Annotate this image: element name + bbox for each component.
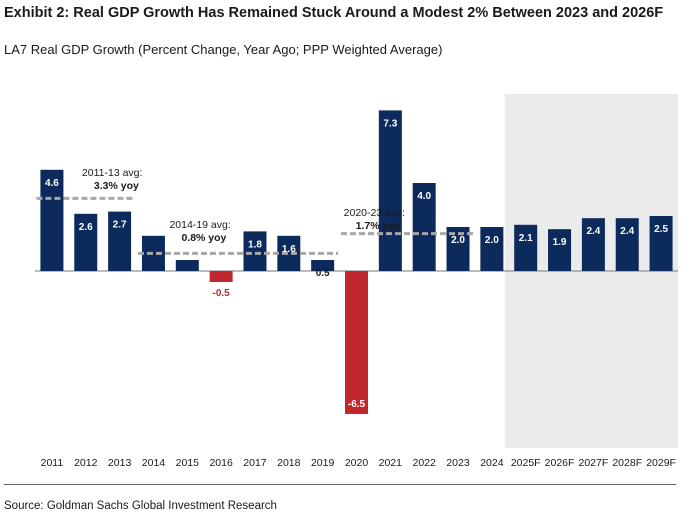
bar-2016: [209, 271, 233, 282]
bar-2015: [175, 260, 199, 271]
x-tick-2011: 2011: [41, 457, 64, 469]
bar-2020: [345, 271, 368, 414]
x-tick-2013: 2013: [108, 457, 132, 469]
bar-2026F: [548, 229, 572, 271]
bar-2012: [74, 213, 98, 271]
data-label-2024: 2.0: [485, 235, 499, 246]
average-value-3: 1.7% yoy: [356, 220, 401, 232]
x-tick-2026F: 2026F: [545, 457, 575, 469]
x-tick-2014: 2014: [142, 457, 166, 469]
data-label-2027F: 2.4: [586, 226, 600, 237]
data-label-2012: 2.6: [79, 222, 93, 233]
bar-2019: [311, 260, 335, 271]
bar-2017: [243, 231, 267, 271]
bar-2025F: [514, 224, 538, 271]
x-tick-2012: 2012: [74, 457, 98, 469]
data-label-2028F: 2.4: [620, 226, 634, 237]
bar-2029F: [649, 216, 673, 271]
data-label-2019: 0.5: [316, 268, 330, 279]
bar-2018: [277, 235, 301, 271]
data-label-2029F: 2.5: [654, 224, 668, 235]
average-label-2: 2014-19 avg:: [169, 219, 230, 231]
source-note: Source: Goldman Sachs Global Investment …: [4, 500, 277, 512]
bar-2027F: [581, 218, 605, 271]
x-tick-2016: 2016: [209, 457, 233, 469]
data-label-2017: 1.8: [248, 239, 262, 250]
x-tick-2027F: 2027F: [579, 457, 609, 469]
data-label-2021: 7.3: [383, 118, 397, 129]
average-label-1: 2011-13 avg:: [82, 167, 143, 179]
data-label-2013: 2.7: [113, 220, 127, 231]
average-value-1: 3.3% yoy: [94, 180, 139, 192]
data-label-2025F: 2.1: [519, 233, 533, 244]
data-label-2020: -6.5: [348, 399, 366, 410]
bar-2028F: [615, 218, 639, 271]
chart-title: Exhibit 2: Real GDP Growth Has Remained …: [4, 5, 664, 21]
data-label-2018: 1.6: [282, 244, 296, 255]
bar-2011: [40, 169, 64, 271]
x-tick-2017: 2017: [243, 457, 267, 469]
x-tick-2028F: 2028F: [612, 457, 642, 469]
x-tick-2021: 2021: [379, 457, 403, 469]
bar-2023: [446, 227, 470, 271]
bar-2024: [480, 227, 504, 271]
data-label-2016: -0.5: [213, 288, 231, 299]
footer-divider: [4, 484, 676, 485]
x-tick-2020: 2020: [345, 457, 369, 469]
x-tick-2023: 2023: [446, 457, 470, 469]
x-tick-2024: 2024: [480, 457, 504, 469]
x-tick-2018: 2018: [277, 457, 301, 469]
bar-2021: [378, 110, 402, 272]
data-label-2022: 4.0: [417, 191, 431, 202]
data-label-2026F: 1.9: [553, 237, 567, 248]
data-label-2011: 4.6: [45, 178, 59, 189]
x-tick-2025F: 2025F: [511, 457, 541, 469]
bar-2014: [141, 235, 165, 271]
x-tick-2029F: 2029F: [646, 457, 676, 469]
bar-2022: [412, 183, 436, 271]
x-tick-2019: 2019: [311, 457, 335, 469]
average-value-2: 0.8% yoy: [181, 232, 226, 244]
x-tick-2022: 2022: [413, 457, 437, 469]
x-tick-2015: 2015: [176, 457, 200, 469]
bar-2013: [108, 211, 132, 271]
average-label-3: 2020-23 avg:: [344, 207, 405, 219]
chart-subtitle: LA7 Real GDP Growth (Percent Change, Yea…: [4, 42, 443, 57]
data-label-2023: 2.0: [451, 235, 465, 246]
